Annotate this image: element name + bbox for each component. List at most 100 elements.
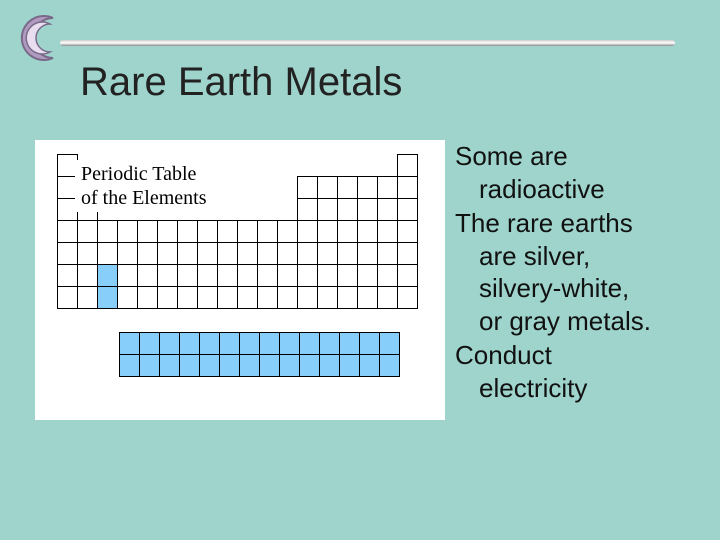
pt-cell: [337, 264, 358, 287]
pt-fblock-cell: [379, 332, 400, 355]
pt-cell: [57, 264, 78, 287]
bullet-2: The rare earths are silver, silvery-whit…: [455, 207, 705, 337]
pt-cell: [297, 220, 318, 243]
periodic-table-diagram: Periodic Table of the Elements: [35, 140, 445, 420]
pt-cell: [297, 264, 318, 287]
pt-cell: [277, 220, 298, 243]
pt-cell: [57, 220, 78, 243]
pt-cell: [337, 176, 358, 199]
pt-cell: [337, 220, 358, 243]
pt-cell: [157, 286, 178, 309]
periodic-table-caption: Periodic Table of the Elements: [75, 160, 213, 212]
pt-fblock-cell: [339, 332, 360, 355]
slide-title: Rare Earth Metals: [80, 60, 402, 105]
pt-cell: [157, 242, 178, 265]
pt-caption-line1: Periodic Table: [81, 163, 196, 185]
pt-fblock-cell: [319, 332, 340, 355]
bullet-crescent-icon: [8, 8, 68, 68]
pt-cell: [237, 220, 258, 243]
pt-fblock-cell: [319, 354, 340, 377]
pt-fblock-cell: [279, 354, 300, 377]
pt-fblock-cell: [159, 332, 180, 355]
pt-fblock-cell: [359, 332, 380, 355]
pt-cell: [357, 176, 378, 199]
pt-cell: [237, 286, 258, 309]
pt-cell: [397, 176, 418, 199]
pt-fblock-cell: [219, 332, 240, 355]
pt-cell: [357, 198, 378, 221]
pt-cell: [217, 286, 238, 309]
pt-cell: [377, 198, 398, 221]
pt-cell: [117, 242, 138, 265]
pt-cell: [97, 242, 118, 265]
pt-cell: [177, 242, 198, 265]
bullet-3: Conduct electricity: [455, 339, 705, 404]
pt-fblock-cell: [299, 332, 320, 355]
pt-cell: [377, 176, 398, 199]
pt-fblock-cell: [339, 354, 360, 377]
pt-cell: [77, 264, 98, 287]
pt-cell: [317, 286, 338, 309]
pt-cell: [217, 220, 238, 243]
pt-cell: [217, 264, 238, 287]
pt-cell: [97, 264, 118, 287]
pt-cell: [237, 242, 258, 265]
pt-cell: [217, 242, 238, 265]
pt-cell: [277, 286, 298, 309]
pt-cell: [317, 264, 338, 287]
pt-cell: [357, 286, 378, 309]
pt-cell: [397, 220, 418, 243]
pt-cell: [117, 286, 138, 309]
pt-cell: [357, 264, 378, 287]
bullet-1: Some are radioactive: [455, 140, 705, 205]
pt-cell: [377, 286, 398, 309]
pt-fblock-cell: [239, 332, 260, 355]
pt-cell: [337, 286, 358, 309]
pt-cell: [137, 286, 158, 309]
pt-cell: [97, 286, 118, 309]
pt-cell: [97, 220, 118, 243]
pt-cell: [157, 264, 178, 287]
pt-cell: [77, 220, 98, 243]
bullet-text-column: Some are radioactive The rare earths are…: [455, 140, 705, 406]
pt-cell: [317, 220, 338, 243]
pt-fblock-cell: [119, 354, 140, 377]
pt-cell: [117, 220, 138, 243]
pt-cell: [317, 198, 338, 221]
pt-cell: [277, 264, 298, 287]
pt-fblock-cell: [279, 332, 300, 355]
pt-fblock-cell: [259, 332, 280, 355]
pt-fblock-cell: [299, 354, 320, 377]
pt-fblock-cell: [259, 354, 280, 377]
pt-cell: [177, 286, 198, 309]
pt-cell: [297, 176, 318, 199]
pt-cell: [257, 242, 278, 265]
pt-fblock-cell: [139, 354, 160, 377]
pt-fblock-cell: [239, 354, 260, 377]
pt-fblock-cell: [379, 354, 400, 377]
pt-cell: [257, 264, 278, 287]
pt-fblock-cell: [139, 332, 160, 355]
pt-cell: [337, 242, 358, 265]
pt-cell: [177, 220, 198, 243]
pt-cell: [57, 242, 78, 265]
pt-fblock-cell: [159, 354, 180, 377]
pt-cell: [377, 242, 398, 265]
pt-fblock-cell: [119, 332, 140, 355]
pt-cell: [377, 264, 398, 287]
pt-cell: [397, 198, 418, 221]
pt-cell: [117, 264, 138, 287]
pt-cell: [297, 198, 318, 221]
pt-caption-line2: of the Elements: [81, 187, 207, 209]
pt-cell: [397, 264, 418, 287]
pt-cell: [297, 286, 318, 309]
pt-cell: [397, 154, 418, 177]
pt-cell: [377, 220, 398, 243]
pt-cell: [157, 220, 178, 243]
pt-fblock-cell: [219, 354, 240, 377]
pt-cell: [77, 286, 98, 309]
pt-cell: [257, 286, 278, 309]
pt-cell: [57, 286, 78, 309]
pt-cell: [237, 264, 258, 287]
pt-cell: [137, 242, 158, 265]
